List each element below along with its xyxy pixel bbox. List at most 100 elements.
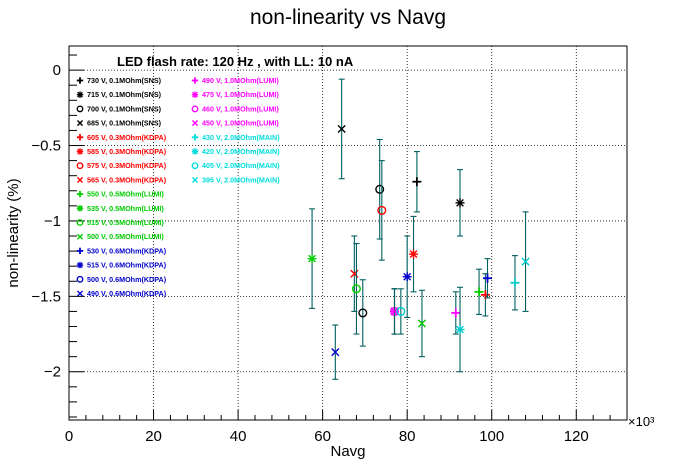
legend-label: 535 V, 0.5MOhm(LUMI): [87, 204, 164, 213]
point-marker: [351, 284, 361, 294]
legend: 730 V, 0.1MOhm(SNS) 715 V, 0.1MOhm(SNS) 70…: [76, 76, 280, 298]
y-tick-label: −0.5: [31, 138, 61, 155]
legend-label: 460 V, 1.0MOhm(LUMI): [202, 104, 279, 113]
data-point: [331, 324, 340, 380]
legend-label: 430 V, 2.0MOhm(MAIN): [202, 133, 280, 142]
legend-entry: 460 V, 1.0MOhm(LUMI): [191, 104, 279, 113]
gridlines: [69, 46, 627, 420]
legend-marker: [76, 176, 84, 183]
legend-label: 605 V, 0.3MOhm(KDPA): [87, 133, 167, 142]
legend-entry: 395 V, 2.0MOhm(MAIN): [191, 175, 280, 184]
point-marker: [402, 272, 412, 282]
legend-entry: 575 V, 0.3MOhm(KDPA): [76, 161, 167, 170]
legend-entry: 700 V, 0.1MOhm(SNS): [76, 104, 162, 113]
data-point: [455, 169, 465, 237]
point-marker: [521, 257, 530, 266]
data-point: [358, 279, 368, 347]
legend-entry: 585 V, 0.3MOhm(KDPA): [76, 147, 167, 156]
x-tick-label: 0: [65, 428, 73, 445]
legend-label: 550 V, 0.5MOhm(LUMI): [87, 190, 164, 199]
data-point: [402, 235, 412, 319]
data-point: [483, 258, 492, 299]
legend-marker: [76, 134, 84, 141]
y-tick-label: −1: [44, 213, 61, 230]
legend-entry: 450 V, 1.0MOhm(LUMI): [191, 119, 279, 128]
legend-entry: 730 V, 0.1MOhm(SNS): [76, 76, 162, 85]
legend-entry: 500 V, 0.6MOhm(KDPA): [76, 275, 167, 284]
legend-label: 500 V, 0.5MOhm(LUMI): [87, 232, 164, 241]
point-marker: [474, 287, 484, 297]
point-marker: [510, 278, 520, 288]
data-point: [377, 160, 387, 261]
legend-label: 575 V, 0.3MOhm(KDPA): [87, 161, 167, 170]
data-point: [417, 289, 427, 358]
data-point: [521, 211, 530, 312]
legend-marker: [191, 77, 199, 84]
legend-entry: 430 V, 2.0MOhm(MAIN): [191, 133, 280, 142]
legend-marker: [76, 162, 84, 170]
x-axis-label: Navg: [330, 443, 365, 460]
legend-label: 730 V, 0.1MOhm(SNS): [87, 76, 162, 85]
legend-marker: [191, 176, 199, 183]
point-marker: [377, 205, 387, 215]
legend-marker: [76, 190, 84, 198]
legend-label: 450 V, 1.0MOhm(LUMI): [202, 119, 279, 128]
legend-marker: [76, 290, 84, 297]
legend-marker: [191, 120, 199, 127]
legend-marker: [76, 233, 84, 240]
legend-marker: [76, 105, 84, 113]
legend-entry: 530 V, 0.6MOhm(KDPA): [76, 246, 167, 255]
legend-label: 515 V, 0.5MOhm(LUMI): [87, 218, 164, 227]
data-point: [412, 151, 422, 213]
legend-entry: 515 V, 0.5MOhm(LUMI): [76, 218, 164, 227]
data-point: [351, 243, 361, 335]
data-point: [396, 288, 406, 335]
legend-marker: [76, 219, 84, 226]
chart-annotation: LED flash rate: 120 Hz , with LL: 10 nA: [117, 54, 354, 69]
data-point: [510, 255, 520, 311]
x-multiplier-label: ×10³: [628, 414, 655, 429]
legend-marker: [191, 105, 199, 113]
legend-marker: [191, 134, 199, 141]
data-point: [474, 268, 484, 315]
legend-label: 685 V, 0.1MOhm(SNS): [87, 119, 162, 128]
legend-marker: [76, 275, 84, 283]
point-marker: [337, 124, 346, 134]
legend-marker: [76, 205, 84, 212]
point-marker: [417, 319, 427, 328]
point-marker: [375, 184, 385, 194]
point-marker: [358, 308, 368, 318]
data-point: [451, 291, 461, 335]
legend-label: 490 V, 1.0MOhm(LUMI): [202, 76, 279, 85]
legend-entry: 715 V, 0.1MOhm(SNS): [76, 90, 162, 99]
legend-label: 405 V, 2.0MOhm(MAIN): [202, 161, 280, 170]
data-point: [390, 288, 399, 335]
data-point: [337, 78, 346, 180]
point-marker: [409, 249, 419, 259]
x-tick-label: 40: [230, 428, 247, 445]
legend-marker: [76, 261, 84, 269]
legend-label: 500 V, 0.6MOhm(KDPA): [87, 275, 167, 284]
legend-marker: [191, 91, 199, 98]
legend-label: 565 V, 0.3MOhm(KDPA): [87, 175, 167, 184]
legend-entry: 565 V, 0.3MOhm(KDPA): [76, 175, 167, 184]
legend-entry: 535 V, 0.5MOhm(LUMI): [76, 204, 164, 213]
chart-title: non-linearity vs Navg: [250, 6, 446, 29]
legend-entry: 490 V, 1.0MOhm(LUMI): [191, 76, 279, 85]
tick-labels: 0 20 40 60 80 100 120 0 −0.5 −1 −1.5 −2: [31, 62, 588, 445]
x-tick-label: 80: [399, 428, 416, 445]
point-marker: [451, 308, 461, 318]
legend-entry: 550 V, 0.5MOhm(LUMI): [76, 190, 164, 199]
point-marker: [396, 306, 406, 316]
legend-label: 715 V, 0.1MOhm(SNS): [87, 90, 162, 99]
x-tick-label: 120: [564, 428, 589, 445]
legend-entry: 500 V, 0.5MOhm(LUMI): [76, 232, 164, 241]
legend-marker: [76, 91, 84, 98]
legend-entry: 605 V, 0.3MOhm(KDPA): [76, 133, 167, 142]
x-tick-label: 100: [479, 428, 504, 445]
legend-label: 490 V, 0.6MOhm(KDPA): [87, 289, 167, 298]
legend-marker: [76, 148, 84, 155]
y-tick-label: −1.5: [31, 288, 61, 305]
data-point: [409, 215, 419, 293]
